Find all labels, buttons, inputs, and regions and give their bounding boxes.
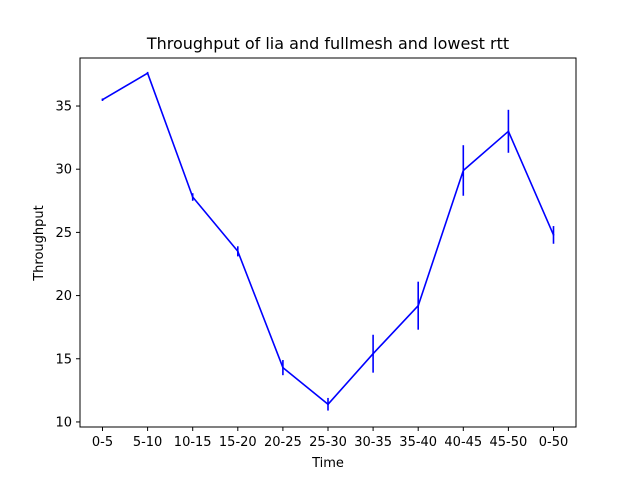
data-point	[462, 169, 465, 172]
y-axis-label: Throughput	[32, 205, 47, 282]
x-tick-label: 10-15	[174, 435, 212, 450]
x-tick-label: 45-50	[490, 435, 528, 450]
plot-area: 0-5 5-10 10-15 15-20 20-25 25-30 30-35 35-40 40-…	[55, 57, 577, 450]
x-tick-label: 25-30	[309, 435, 347, 450]
x-tick-label: 20-25	[264, 435, 302, 450]
data-point	[507, 130, 510, 133]
data-point	[372, 352, 374, 355]
x-tick-label: 0-50	[539, 435, 569, 450]
x-tick-label: 40-45	[444, 435, 482, 450]
data-point	[282, 366, 284, 369]
y-tick-label: 30	[55, 163, 72, 178]
data-point	[191, 196, 194, 198]
data-point	[417, 304, 420, 307]
y-tick-label: 10	[55, 415, 72, 430]
x-axis-label: Time	[311, 456, 344, 471]
data-point	[101, 98, 104, 101]
x-tick-label: 30-35	[354, 435, 392, 450]
x-tick-label: 0-5	[92, 435, 113, 450]
y-tick-label: 20	[55, 289, 72, 304]
y-tick-label: 25	[55, 226, 72, 241]
x-tick-label: 5-10	[133, 435, 163, 450]
data-point	[552, 234, 555, 236]
data-point	[236, 250, 239, 253]
x-tick-label: 15-20	[219, 435, 257, 450]
data-point	[327, 403, 329, 406]
chart-title: Throughput of lia and fullmesh and lowes…	[146, 34, 509, 53]
x-tick-label: 35-40	[399, 435, 437, 450]
data-point	[146, 72, 149, 75]
y-tick-label: 15	[55, 352, 72, 367]
y-tick-label: 35	[55, 100, 72, 115]
